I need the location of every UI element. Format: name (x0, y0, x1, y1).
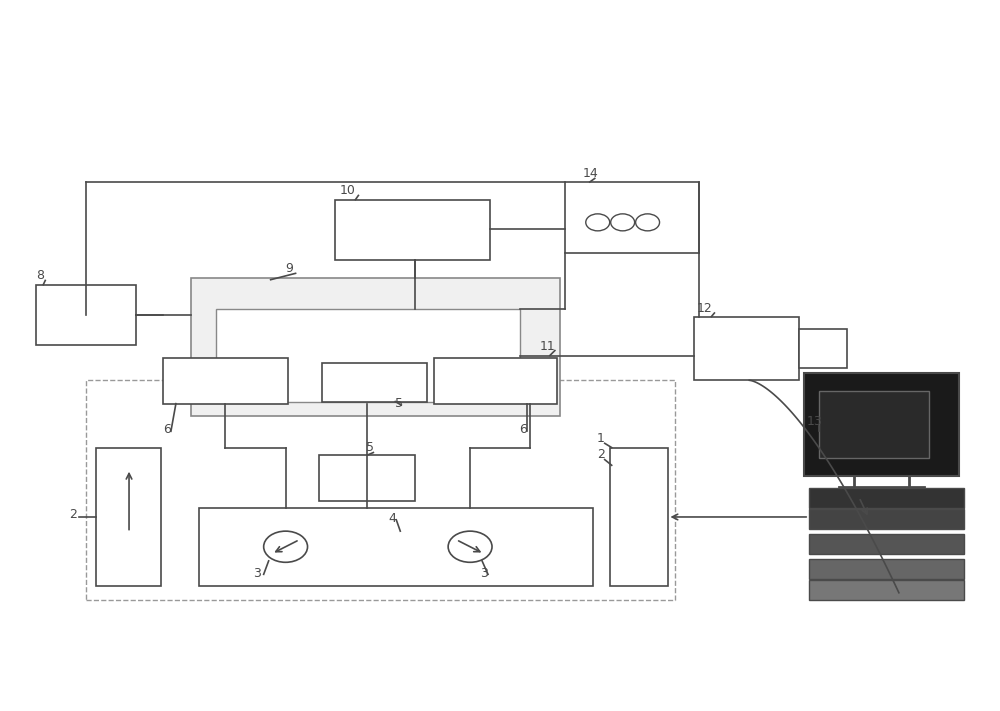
Text: 9: 9 (286, 262, 293, 275)
FancyBboxPatch shape (694, 316, 799, 380)
Text: 6: 6 (163, 424, 171, 437)
FancyBboxPatch shape (36, 284, 136, 345)
FancyBboxPatch shape (163, 358, 288, 404)
FancyBboxPatch shape (199, 508, 593, 586)
Text: 1: 1 (597, 432, 605, 445)
Text: 10: 10 (339, 184, 355, 197)
Text: 3: 3 (253, 567, 261, 580)
FancyBboxPatch shape (565, 182, 699, 253)
FancyBboxPatch shape (819, 391, 929, 458)
FancyBboxPatch shape (216, 309, 520, 402)
Text: 11: 11 (540, 340, 556, 353)
FancyBboxPatch shape (434, 358, 557, 404)
Text: 14: 14 (583, 167, 599, 180)
FancyBboxPatch shape (799, 328, 847, 368)
Text: 2: 2 (597, 448, 605, 461)
FancyBboxPatch shape (335, 200, 490, 260)
Text: 13: 13 (807, 415, 823, 428)
FancyBboxPatch shape (322, 363, 427, 402)
Text: 4: 4 (388, 512, 396, 525)
FancyBboxPatch shape (809, 488, 964, 508)
FancyBboxPatch shape (809, 509, 964, 529)
FancyBboxPatch shape (804, 373, 959, 476)
Text: 12: 12 (696, 301, 712, 314)
Text: 8: 8 (36, 269, 44, 282)
Text: 5: 5 (366, 441, 374, 454)
FancyBboxPatch shape (809, 534, 964, 554)
Text: 6: 6 (519, 424, 527, 437)
Text: 5: 5 (395, 397, 403, 410)
Text: 2: 2 (69, 508, 77, 521)
FancyBboxPatch shape (809, 580, 964, 600)
FancyBboxPatch shape (809, 559, 964, 579)
FancyBboxPatch shape (96, 447, 161, 586)
Text: 3: 3 (480, 567, 488, 580)
FancyBboxPatch shape (610, 447, 668, 586)
FancyBboxPatch shape (319, 454, 415, 501)
FancyBboxPatch shape (191, 277, 560, 416)
